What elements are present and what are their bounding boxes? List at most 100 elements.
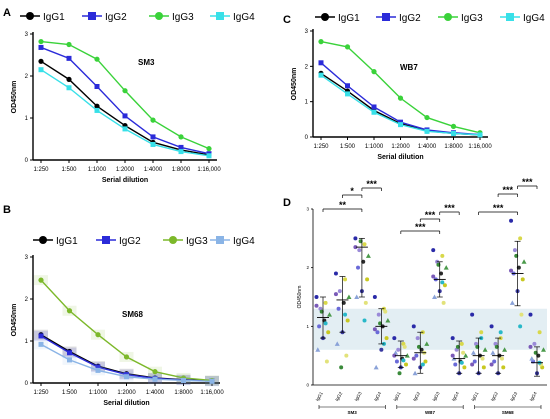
- data-point-igg4: [66, 85, 72, 91]
- y-axis-label: OD450nm: [11, 81, 18, 114]
- significance-label: *: [350, 186, 354, 196]
- legend-marker-igg1: [26, 12, 34, 20]
- scatter-point: [411, 324, 416, 329]
- scatter-point: [489, 324, 494, 329]
- y-tick-label: 0: [25, 381, 29, 387]
- chart-annotation: SM68: [122, 310, 143, 319]
- data-point-igg3: [371, 69, 377, 75]
- scatter-point: [453, 362, 458, 367]
- scatter-point: [314, 303, 319, 308]
- data-point-igg1: [38, 58, 44, 64]
- series-line-igg3: [320, 40, 481, 134]
- scatter-point: [414, 353, 419, 358]
- x-tick-label: IgG3: [431, 391, 440, 402]
- scatter-point: [481, 365, 486, 370]
- y-tick-label: 3: [306, 207, 309, 212]
- scatter-point: [393, 350, 399, 355]
- data-point-igg3: [38, 277, 44, 283]
- scatter-point: [529, 356, 535, 361]
- series-line-igg1: [40, 60, 210, 156]
- scatter-point: [520, 277, 525, 282]
- x-tick-label: 1:250: [33, 390, 49, 396]
- data-point-igg4: [345, 91, 350, 97]
- significance-label: ***: [522, 177, 533, 187]
- scatter-point: [385, 317, 391, 323]
- significance-label: ***: [415, 222, 426, 232]
- data-point-igg4: [318, 72, 324, 78]
- scatter-point: [353, 236, 358, 241]
- scatter-point: [392, 353, 397, 358]
- y-tick-label: 3: [25, 32, 29, 38]
- scatter-point: [519, 312, 524, 317]
- x-tick-label: 1:16,000: [200, 390, 224, 396]
- scatter-point: [397, 371, 402, 376]
- scatter-point: [521, 259, 527, 264]
- scatter-point: [379, 347, 384, 352]
- scatter-point: [450, 353, 455, 358]
- scatter-point: [440, 280, 445, 285]
- x-axis-label: Serial dilution: [377, 154, 423, 161]
- scatter-point: [324, 359, 329, 364]
- data-point-igg3: [94, 56, 100, 62]
- scatter-point: [509, 268, 514, 273]
- legend-label-igg1: IgG1: [338, 13, 360, 24]
- chart-c: IgG1 IgG2 IgG3 IgG4 0 1 2 3 1:250 1:500 1:1000 1:20…: [291, 13, 545, 161]
- scatter-point: [411, 356, 416, 361]
- chart-d: 0 1 2 3 OD450nm IgG1 IgG2 IgG3 IgG4 IgG1 IgG2 IgG3 I…: [297, 177, 547, 415]
- x-tick-label: IgG4: [373, 391, 382, 402]
- scatter-point: [404, 353, 410, 358]
- scatter-point: [415, 336, 420, 341]
- scatter-point: [502, 347, 508, 352]
- scatter-point: [357, 248, 362, 253]
- legend-label-igg2: IgG2: [119, 236, 141, 247]
- data-point-igg4: [209, 378, 215, 384]
- legend-marker-igg2: [102, 236, 110, 244]
- y-tick-label: 2: [306, 265, 309, 270]
- y-tick-label: 0: [306, 383, 309, 388]
- data-point-igg2: [318, 60, 324, 66]
- scatter-point: [337, 289, 342, 294]
- y-tick-label: 0: [305, 135, 309, 141]
- scatter-point: [392, 336, 397, 341]
- scatter-point: [443, 265, 449, 270]
- legend-label-igg4: IgG4: [523, 13, 545, 24]
- data-point-igg3: [152, 369, 158, 375]
- scatter-point: [353, 245, 358, 250]
- scatter-point: [423, 359, 428, 364]
- scatter-point: [314, 295, 319, 299]
- y-tick-label: 3: [305, 29, 309, 35]
- x-tick-label: IgG3: [354, 391, 363, 402]
- significance-label: ***: [503, 185, 514, 195]
- scatter-point: [492, 359, 497, 364]
- scatter-point: [541, 347, 546, 352]
- scatter-point: [498, 330, 503, 335]
- data-point-igg2: [150, 134, 156, 140]
- group-label: WB7: [425, 410, 435, 415]
- data-point-igg3: [206, 146, 212, 152]
- data-point-igg2: [94, 84, 100, 89]
- x-tick-label: 1:16,000: [468, 144, 492, 150]
- scatter-point: [518, 324, 523, 329]
- data-point-igg4: [38, 67, 44, 73]
- legend-marker-igg2: [382, 13, 390, 21]
- scatter-point: [532, 341, 537, 346]
- scatter-point: [326, 330, 331, 335]
- data-point-igg3: [95, 332, 101, 338]
- data-point-igg4: [424, 128, 430, 134]
- x-tick-label: 1:8000: [174, 390, 193, 396]
- x-tick-label: 1:1000: [88, 167, 107, 173]
- scatter-point: [537, 330, 542, 335]
- data-point-igg3: [344, 44, 351, 50]
- legend-marker-igg4: [216, 12, 224, 20]
- scatter-point: [346, 294, 352, 299]
- scatter-point: [404, 362, 409, 367]
- x-tick-label: 1:250: [33, 167, 49, 173]
- x-axis-label: Serial dilution: [102, 177, 148, 184]
- group-label: SM68: [502, 410, 514, 415]
- scatter-point: [396, 347, 401, 352]
- scatter-point: [528, 344, 533, 349]
- legend-marker-igg1: [321, 13, 329, 21]
- data-point-igg2: [66, 55, 72, 61]
- scatter-point: [489, 362, 494, 367]
- panel-letter-d: D: [283, 197, 291, 209]
